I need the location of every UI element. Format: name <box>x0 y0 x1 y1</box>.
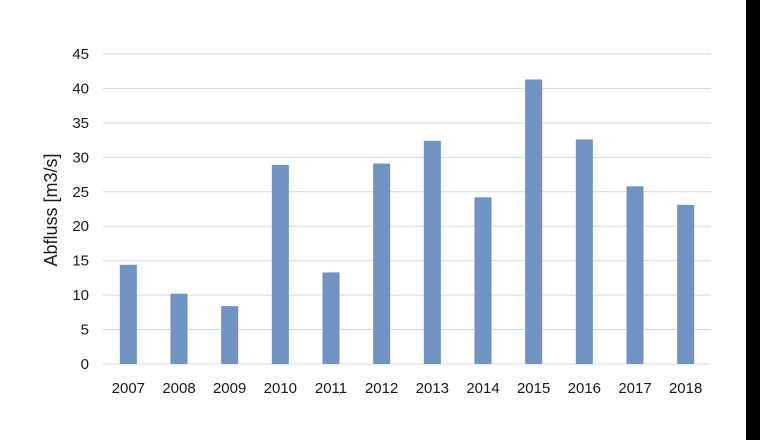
y-tick-label: 30 <box>72 149 89 166</box>
bar-2007 <box>119 264 137 364</box>
bar-2010 <box>271 164 289 364</box>
bar-2015 <box>525 79 543 364</box>
bars <box>119 79 695 364</box>
x-tick-label: 2012 <box>365 380 398 397</box>
bar-2013 <box>423 140 441 364</box>
y-tick-label: 45 <box>72 46 89 63</box>
bar-2011 <box>322 272 340 364</box>
x-tick-label: 2018 <box>669 380 702 397</box>
bar-2017 <box>626 186 644 364</box>
x-tick-label: 2009 <box>213 380 246 397</box>
x-tick-label: 2016 <box>568 380 601 397</box>
gridlines <box>103 53 711 365</box>
y-tick-label: 5 <box>81 322 89 339</box>
x-tick-label: 2011 <box>315 380 347 397</box>
x-tick-label: 2015 <box>517 380 550 397</box>
x-tick-label: 2017 <box>618 380 651 397</box>
x-tick-label: 2008 <box>162 380 195 397</box>
x-tick-label: 2014 <box>466 380 499 397</box>
y-tick-label: 35 <box>72 115 89 132</box>
bar-2012 <box>373 163 391 364</box>
y-tick-label: 40 <box>72 80 89 97</box>
bar-2016 <box>575 139 593 364</box>
x-tick-label: 2013 <box>416 380 449 397</box>
bar-2009 <box>221 306 239 364</box>
x-tick-label: 2007 <box>112 380 145 397</box>
x-axis-ticks: 2007 2008 2009 2010 2011 2012 2013 2014 2015 2016… <box>112 380 703 397</box>
bar-2008 <box>170 293 188 364</box>
y-tick-label: 20 <box>72 218 89 235</box>
bar-2018 <box>677 204 695 364</box>
x-tick-label: 2010 <box>264 380 297 397</box>
y-axis-title: Abfluss [m3/s] <box>41 153 61 266</box>
y-tick-label: 25 <box>72 184 89 201</box>
y-tick-label: 15 <box>72 253 89 270</box>
bar-2014 <box>474 197 492 364</box>
y-tick-label: 0 <box>81 356 89 373</box>
y-tick-label: 10 <box>72 287 89 304</box>
y-axis-ticks: 0 5 10 15 20 25 30 35 40 45 <box>72 46 89 373</box>
